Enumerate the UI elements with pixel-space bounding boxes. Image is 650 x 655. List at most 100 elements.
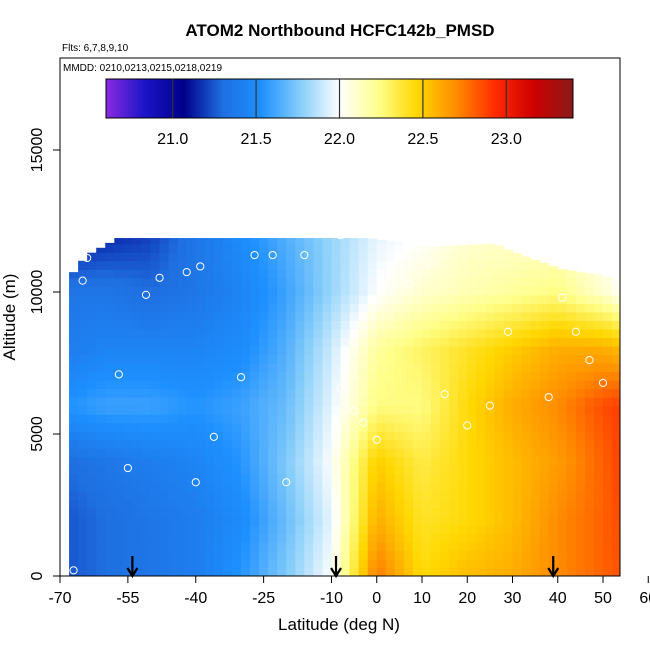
field-cell xyxy=(195,516,206,526)
field-cell xyxy=(376,567,387,576)
field-cell xyxy=(340,238,351,245)
field-cell xyxy=(467,431,477,441)
field-cell xyxy=(331,397,342,407)
field-cell xyxy=(593,541,604,552)
field-cell xyxy=(295,524,305,534)
field-cell xyxy=(322,558,333,569)
field-cell xyxy=(612,337,620,347)
field-cell xyxy=(340,431,351,441)
field-cell xyxy=(168,431,179,441)
field-cell xyxy=(304,252,314,262)
field-cell xyxy=(403,490,414,500)
field-cell xyxy=(584,345,595,356)
field-cell xyxy=(494,380,505,390)
field-cell xyxy=(204,371,215,381)
field-cell xyxy=(168,550,179,560)
field-cell xyxy=(412,465,423,475)
field-cell xyxy=(331,388,342,398)
field-cell xyxy=(512,269,523,279)
field-cell xyxy=(195,371,206,381)
field-cell xyxy=(485,465,495,475)
field-cell xyxy=(584,465,595,475)
field-cell xyxy=(141,277,152,287)
field-cell xyxy=(105,371,115,381)
field-cell xyxy=(412,482,423,492)
chart-title: ATOM2 Northbound HCFC142b_PMSD xyxy=(185,21,494,40)
field-cell xyxy=(150,448,161,458)
field-cell xyxy=(394,363,405,373)
field-cell xyxy=(358,260,369,270)
field-cell xyxy=(141,482,152,492)
field-cell xyxy=(313,371,324,381)
field-cell xyxy=(87,448,97,458)
sample-point xyxy=(141,290,151,299)
field-cell xyxy=(195,320,206,330)
field-cell xyxy=(467,388,477,398)
field-cell xyxy=(150,328,161,339)
field-cell xyxy=(177,345,188,356)
field-cell xyxy=(186,541,197,552)
field-cell xyxy=(204,550,215,560)
field-cell xyxy=(195,345,206,356)
field-cell xyxy=(440,550,450,560)
field-cell xyxy=(87,397,97,407)
field-cell xyxy=(385,337,396,347)
field-cell xyxy=(132,243,143,253)
field-cell xyxy=(69,286,79,296)
field-cell xyxy=(449,405,459,415)
field-cell xyxy=(195,363,206,373)
field-cell xyxy=(412,490,423,500)
field-cell xyxy=(277,490,287,500)
field-cell xyxy=(403,243,414,253)
field-cell xyxy=(349,320,360,330)
field-cell xyxy=(150,252,161,262)
field-cell xyxy=(512,516,523,526)
field-cell xyxy=(340,363,351,373)
field-cell xyxy=(268,533,278,543)
field-cell xyxy=(159,354,170,364)
field-cell xyxy=(503,397,514,407)
field-cell xyxy=(141,345,152,356)
field-cell xyxy=(78,439,88,449)
field-cell xyxy=(603,499,613,509)
field-cell xyxy=(494,405,505,415)
field-cell xyxy=(566,397,577,407)
field-cell xyxy=(403,311,414,321)
field-cell xyxy=(530,456,541,466)
field-cell xyxy=(141,371,152,381)
field-cell xyxy=(150,286,161,296)
field-cell xyxy=(87,567,97,576)
field-cell xyxy=(168,277,179,287)
field-cell xyxy=(349,567,360,576)
field-cell xyxy=(195,473,206,483)
field-cell xyxy=(259,363,269,373)
field-cell xyxy=(186,507,197,517)
field-cell xyxy=(213,388,224,398)
field-cell xyxy=(105,311,115,321)
x-tick-label: -25 xyxy=(252,590,275,607)
field-cell xyxy=(141,328,152,339)
field-cell xyxy=(114,550,124,560)
field-cell xyxy=(566,516,577,526)
field-cell xyxy=(114,490,124,500)
field-cell xyxy=(177,311,188,321)
field-cell xyxy=(412,541,423,552)
field-cell xyxy=(367,550,378,560)
field-cell xyxy=(250,252,260,262)
y-tick-label: 10000 xyxy=(29,270,46,315)
field-cell xyxy=(476,456,486,466)
field-cell xyxy=(512,541,523,552)
field-cell xyxy=(512,567,523,576)
field-cell xyxy=(123,567,133,576)
x-axis: -70-55-40-25-1001020304050607080 xyxy=(48,576,650,607)
field-cell xyxy=(313,567,324,576)
field-cell xyxy=(186,567,197,576)
field-cell xyxy=(449,431,459,441)
field-cell xyxy=(385,431,396,441)
field-cell xyxy=(250,320,260,330)
field-cell xyxy=(241,473,251,483)
field-cell xyxy=(440,354,450,364)
field-cell xyxy=(458,277,468,287)
field-cell xyxy=(530,345,541,356)
field-cell xyxy=(485,388,495,398)
